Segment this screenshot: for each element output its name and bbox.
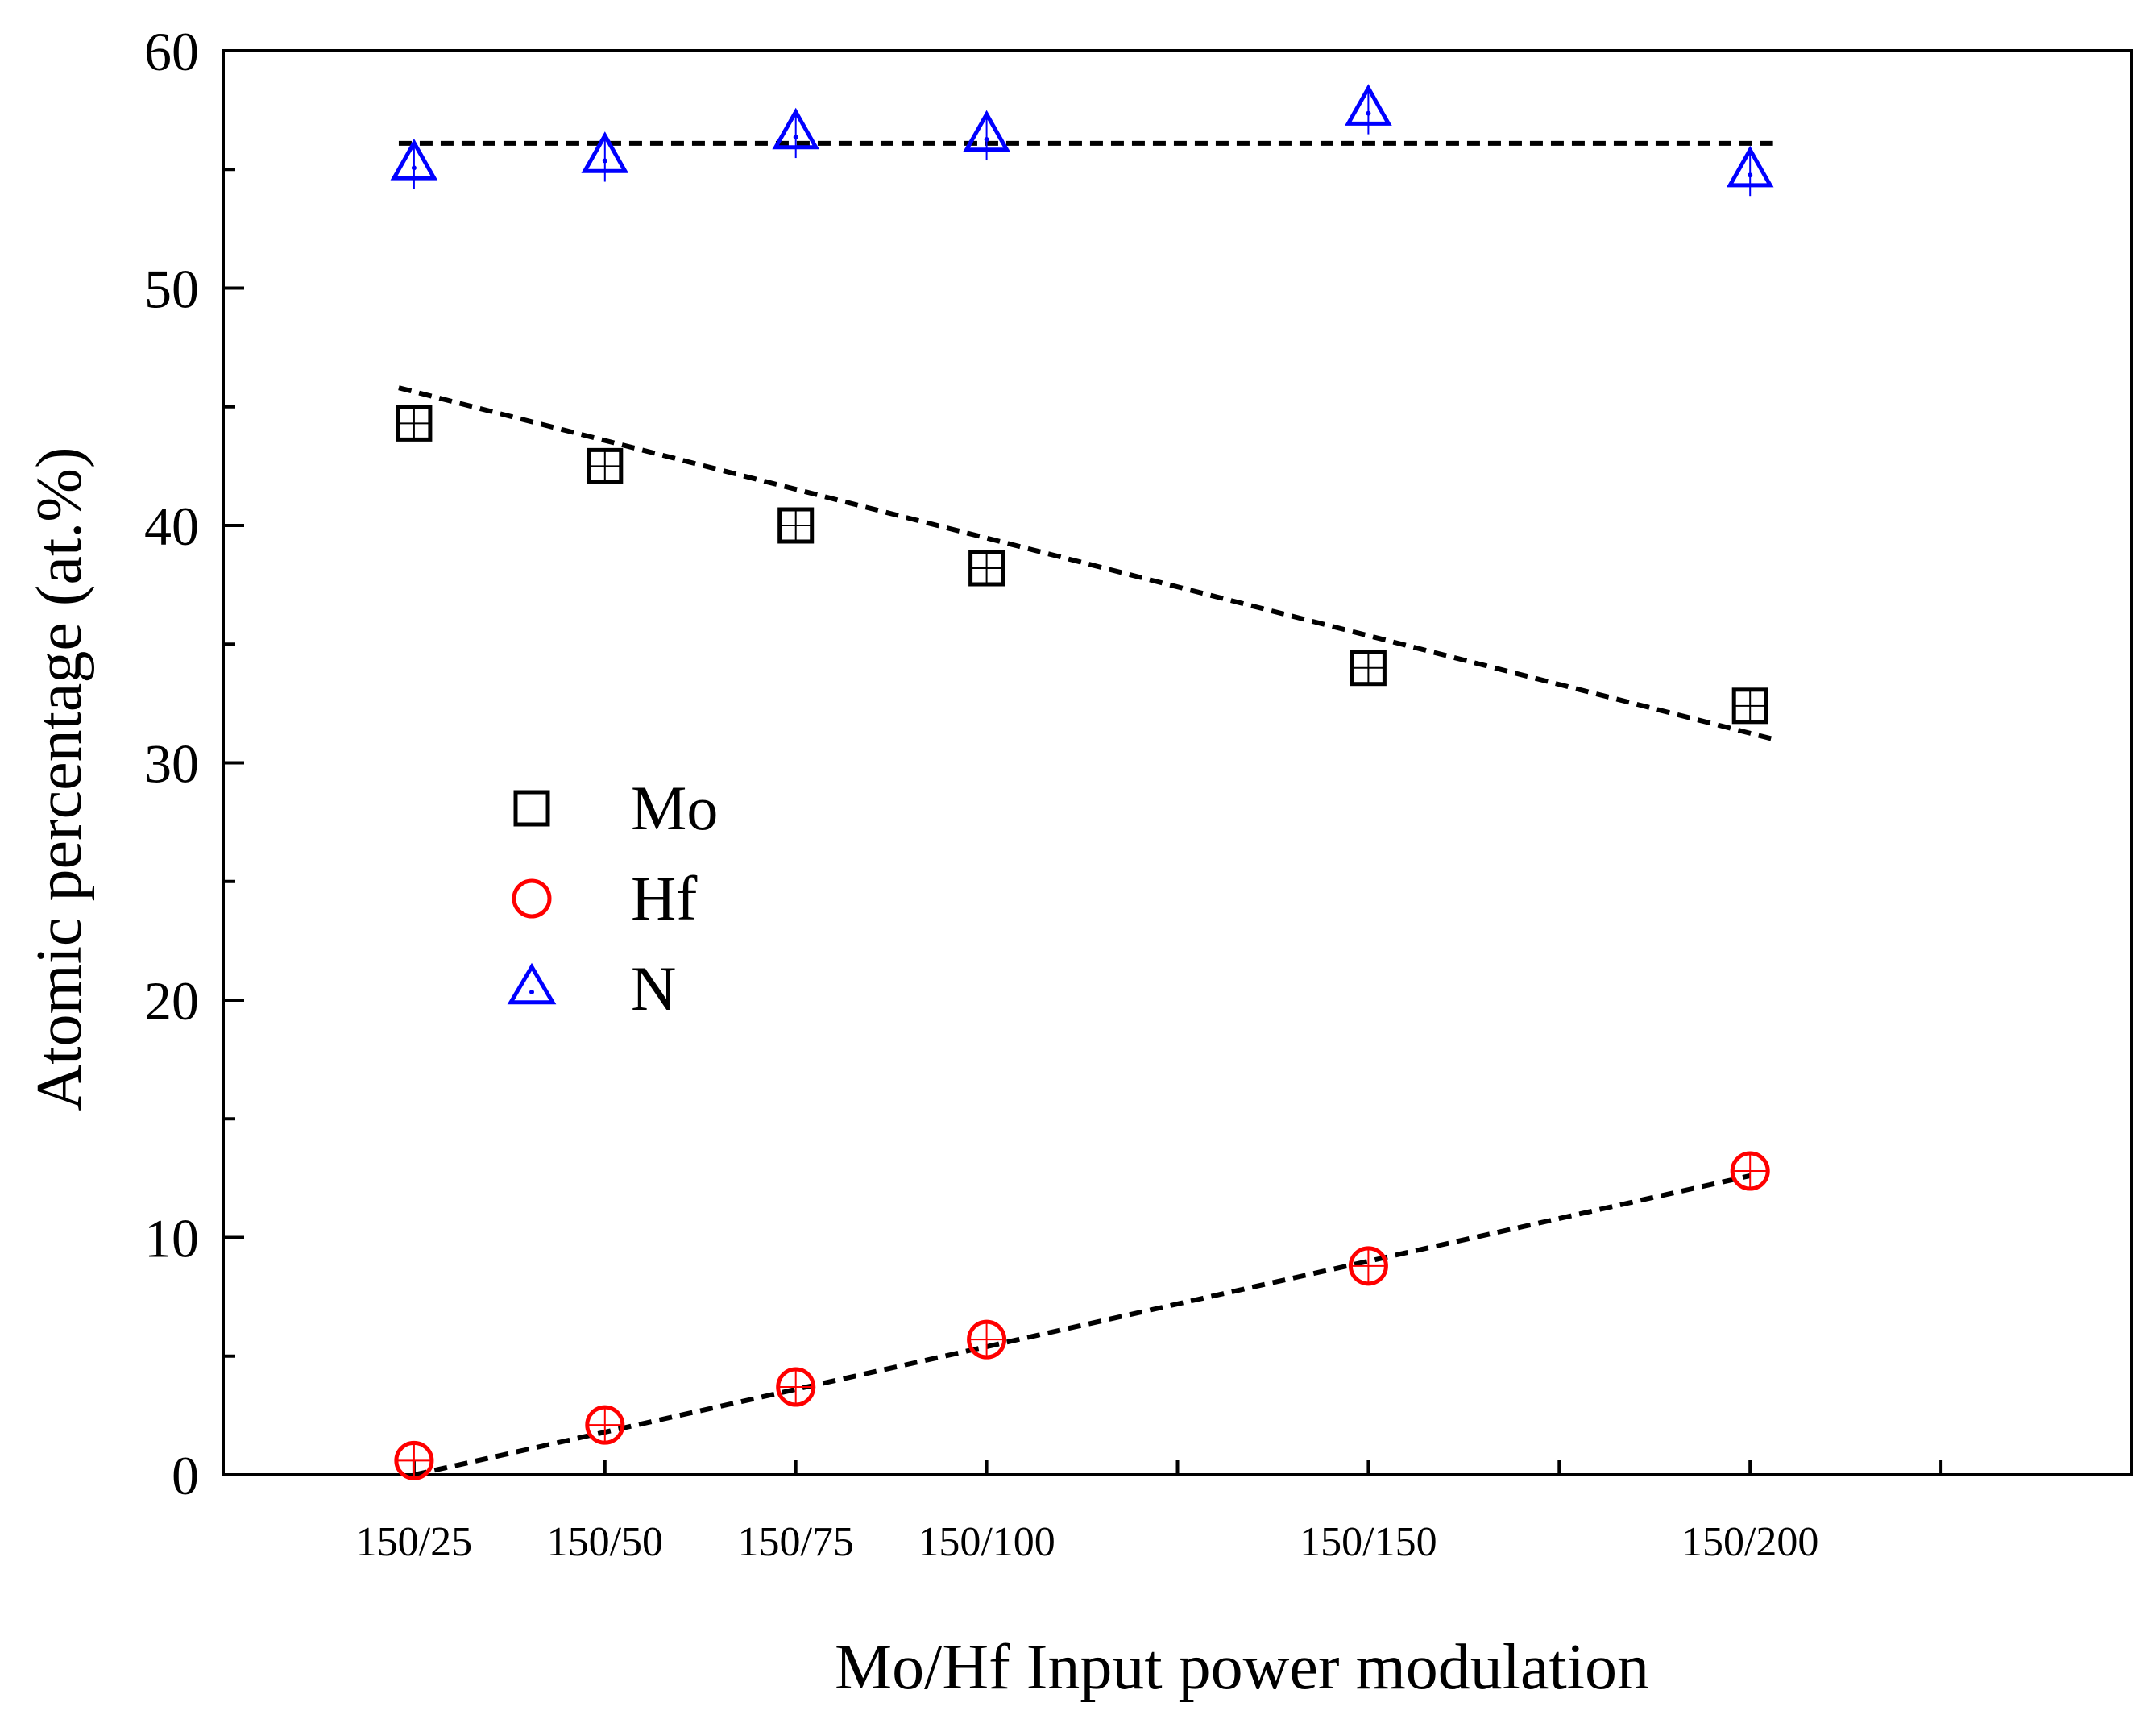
y-tick-label: 20 xyxy=(144,970,199,1032)
marker-center-dot xyxy=(984,137,989,143)
y-tick-label: 40 xyxy=(144,496,199,557)
y-axis-title: Atomic percentage (at.%) xyxy=(24,446,95,1111)
x-tick-label: 150/50 xyxy=(547,1519,663,1565)
legend-center-dot xyxy=(529,990,534,994)
point-hf xyxy=(394,1440,434,1480)
marker-center-dot xyxy=(1366,110,1371,116)
x-tick-label: 150/75 xyxy=(737,1519,853,1565)
point-hf xyxy=(585,1405,625,1445)
point-mo xyxy=(587,447,624,484)
legend-entry-hf: Hf xyxy=(512,863,697,933)
point-mo xyxy=(1731,687,1768,725)
legend: Mo Hf N xyxy=(507,773,718,1024)
point-n xyxy=(1726,145,1774,197)
legend-entry-mo: Mo xyxy=(513,773,718,843)
legend-label: Mo xyxy=(631,773,718,843)
point-hf xyxy=(1348,1246,1388,1286)
point-hf xyxy=(776,1367,816,1407)
legend-entry-n: N xyxy=(507,953,676,1024)
point-n xyxy=(390,139,438,189)
y-tick-label: 60 xyxy=(144,21,199,82)
legend-circle-icon xyxy=(512,878,552,919)
point-hf xyxy=(967,1319,1007,1360)
point-n xyxy=(1345,84,1392,135)
point-n xyxy=(581,131,629,182)
legend-triangle-icon xyxy=(507,962,557,1005)
y-tick-label: 30 xyxy=(144,733,199,795)
marker-center-dot xyxy=(1748,172,1753,178)
legend-label: N xyxy=(631,953,676,1024)
marker-center-dot xyxy=(411,165,417,171)
point-mo xyxy=(968,550,1005,587)
fit-line-mo xyxy=(398,385,1774,741)
x-tick-label: 150/150 xyxy=(1300,1519,1437,1565)
x-axis-title: Mo/Hf Input power modulation xyxy=(835,1632,1649,1703)
point-mo xyxy=(777,507,815,544)
point-hf xyxy=(1730,1151,1770,1191)
marker-center-dot xyxy=(793,135,798,140)
x-tick-label: 150/100 xyxy=(918,1519,1055,1565)
axis-titles: Mo/Hf Input power modulation Atomic perce… xyxy=(24,446,1649,1703)
x-tick-label: 150/200 xyxy=(1681,1519,1818,1565)
data-markers xyxy=(390,84,1774,1480)
x-tick-label: 150/25 xyxy=(356,1519,472,1565)
y-tick-label: 50 xyxy=(144,259,199,320)
point-mo xyxy=(396,405,433,442)
fit-lines xyxy=(398,140,1774,1477)
y-tick-label: 10 xyxy=(144,1208,199,1269)
point-n xyxy=(772,107,819,159)
point-n xyxy=(963,110,1010,161)
axes: 150/25 150/50 150/75 150/100 150/150 150/200 0… xyxy=(144,21,2133,1565)
y-tick-label: 0 xyxy=(172,1445,199,1506)
plot-frame xyxy=(222,49,2133,1476)
fit-line-hf xyxy=(413,1173,1751,1477)
marker-center-dot xyxy=(602,158,607,164)
legend-square-icon xyxy=(513,790,550,827)
point-mo xyxy=(1350,650,1387,687)
legend-label: Hf xyxy=(631,863,697,933)
